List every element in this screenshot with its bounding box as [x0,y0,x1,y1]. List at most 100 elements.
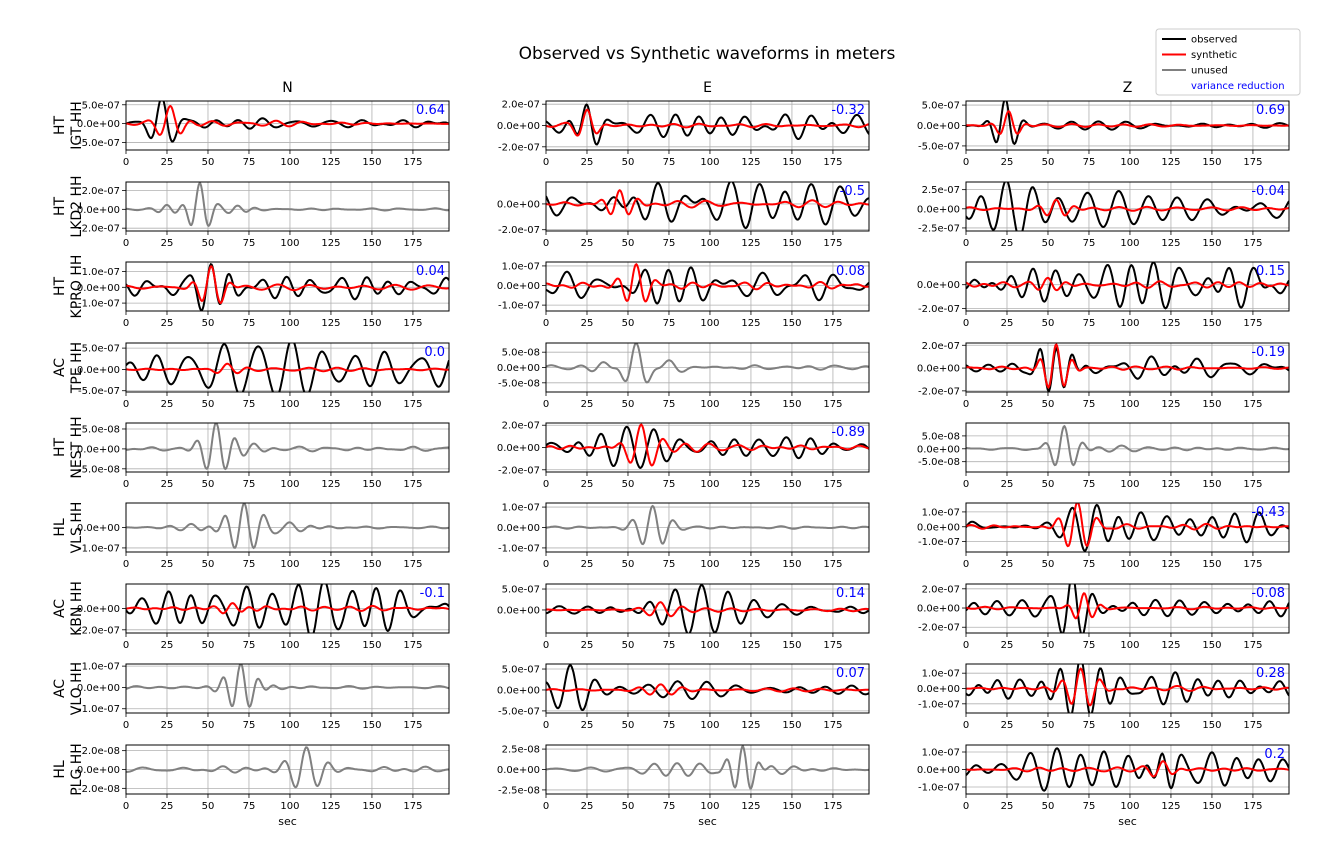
x-tick-label: 100 [1120,157,1139,168]
x-tick-label: 175 [403,479,422,490]
network-label: HL [52,760,68,779]
x-tick-label: 175 [823,720,842,731]
legend-label-unused: unused [1191,66,1228,77]
x-tick-label: 0 [963,399,969,410]
x-tick-label: 50 [202,157,215,168]
x-tick-label: 50 [1042,640,1055,651]
x-tick-label: 25 [161,801,174,812]
y-tick-label: -1.0e-07 [498,543,540,554]
x-tick-label: 100 [700,318,719,329]
x-tick-label: 125 [321,801,340,812]
x-tick-label: 25 [581,801,594,812]
synthetic-trace [546,601,869,618]
panel-frame [545,502,870,553]
x-tick-label: 100 [280,479,299,490]
panel-frame [965,744,1290,795]
x-tick-label: 0 [123,399,129,410]
x-tick-label: 125 [741,479,760,490]
x-tick-label: 25 [161,157,174,168]
y-tick-label: -2.0e-07 [78,625,120,636]
x-tick-label: 150 [782,238,801,249]
x-tick-label: 25 [1001,238,1014,249]
y-tick-label: 1.0e-07 [502,503,540,514]
y-tick-label: 0.0e+00 [77,283,120,294]
panel-frame [545,663,870,714]
panel-frame [125,342,450,393]
observed-trace [966,664,1289,713]
panel-frame [965,100,1290,151]
x-tick-label: 125 [741,238,760,249]
y-tick-label: 2.5e-08 [502,745,540,756]
x-tick-label: 175 [1243,238,1262,249]
y-tick-label: 0.0e+00 [917,280,960,291]
y-tick-label: 1.0e-07 [922,748,960,759]
x-tick-label: 125 [741,318,760,329]
unused-trace [966,424,1289,467]
x-tick-label: 25 [1001,640,1014,651]
x-tick-label: 0 [123,720,129,731]
unused-trace [546,504,869,546]
synthetic-trace [966,667,1289,707]
x-tick-label: 175 [403,559,422,570]
x-tick-label: 125 [741,157,760,168]
variance-reduction-label: -0.19 [1251,345,1285,360]
x-tick-label: 75 [243,559,256,570]
synthetic-trace [126,602,449,615]
legend-label-variance-reduction: variance reduction [1191,81,1285,92]
unused-trace [126,503,449,550]
x-tick-label: 75 [663,640,676,651]
panel-vls-n: 0.0e+00 -1.0e-070 25 50 75 100 125 150 175 [77,502,450,570]
x-tick-label: 150 [362,157,381,168]
x-tick-label: 50 [1042,318,1055,329]
panel-frame [125,663,450,714]
synthetic-trace [966,198,1289,217]
x-tick-label: 175 [403,238,422,249]
x-tick-label: 125 [1161,399,1180,410]
panel-tpe-n: 5.0e-07 0.0e+00 -5.0e-070 25 50 75 100 125 150 17… [77,342,450,410]
x-tick-label: 125 [321,318,340,329]
x-tick-label: 75 [663,720,676,731]
x-tick-label: 50 [202,399,215,410]
x-tick-label: 0 [963,238,969,249]
y-tick-label: 0.0e+00 [77,119,120,130]
x-tick-label: 125 [321,640,340,651]
x-tick-label: 150 [1202,479,1221,490]
panel-frame [125,100,450,151]
x-axis-label: sec [1118,815,1137,828]
y-tick-label: -1.0e-07 [78,543,120,554]
x-tick-label: 75 [1083,640,1096,651]
x-tick-label: 0 [543,801,549,812]
x-tick-label: 75 [1083,559,1096,570]
legend-label-synthetic: synthetic [1191,50,1237,61]
x-tick-label: 100 [700,399,719,410]
x-tick-label: 175 [403,720,422,731]
x-tick-label: 150 [1202,318,1221,329]
row-label-vlo-hh: AC VLO HH [52,662,85,715]
x-tick-label: 125 [321,479,340,490]
variance-reduction-label: -0.04 [1251,184,1285,199]
x-tick-label: 150 [1202,801,1221,812]
x-tick-label: 150 [782,318,801,329]
panel-nest-e: 2.0e-07 0.0e+00 -2.0e-070 25 50 75 100 125 150 17… [497,421,870,490]
observed-trace [546,182,869,230]
x-tick-label: 25 [581,720,594,731]
x-tick-label: 25 [1001,559,1014,570]
x-axis-label: sec [698,815,717,828]
x-tick-label: 75 [663,238,676,249]
panel-frame [125,181,450,232]
x-tick-label: 100 [1120,720,1139,731]
x-tick-label: 75 [243,157,256,168]
y-tick-label: 0.0e+00 [77,683,120,694]
x-tick-label: 75 [663,479,676,490]
x-tick-label: 150 [782,559,801,570]
row-label-vls-hh: HL VLS HH [52,502,85,554]
x-tick-label: 0 [543,640,549,651]
panel-kbn-n: 0.0e+00 -2.0e-070 25 50 75 100 125 150 175 -0.1 [77,583,450,651]
x-tick-label: 150 [782,157,801,168]
x-tick-label: 50 [622,157,635,168]
x-tick-label: 50 [202,318,215,329]
y-tick-label: 2.0e-07 [502,100,540,111]
observed-trace [966,262,1289,310]
y-tick-label: 0.0e+00 [917,522,960,533]
station-label: KPRO HH [69,255,85,319]
